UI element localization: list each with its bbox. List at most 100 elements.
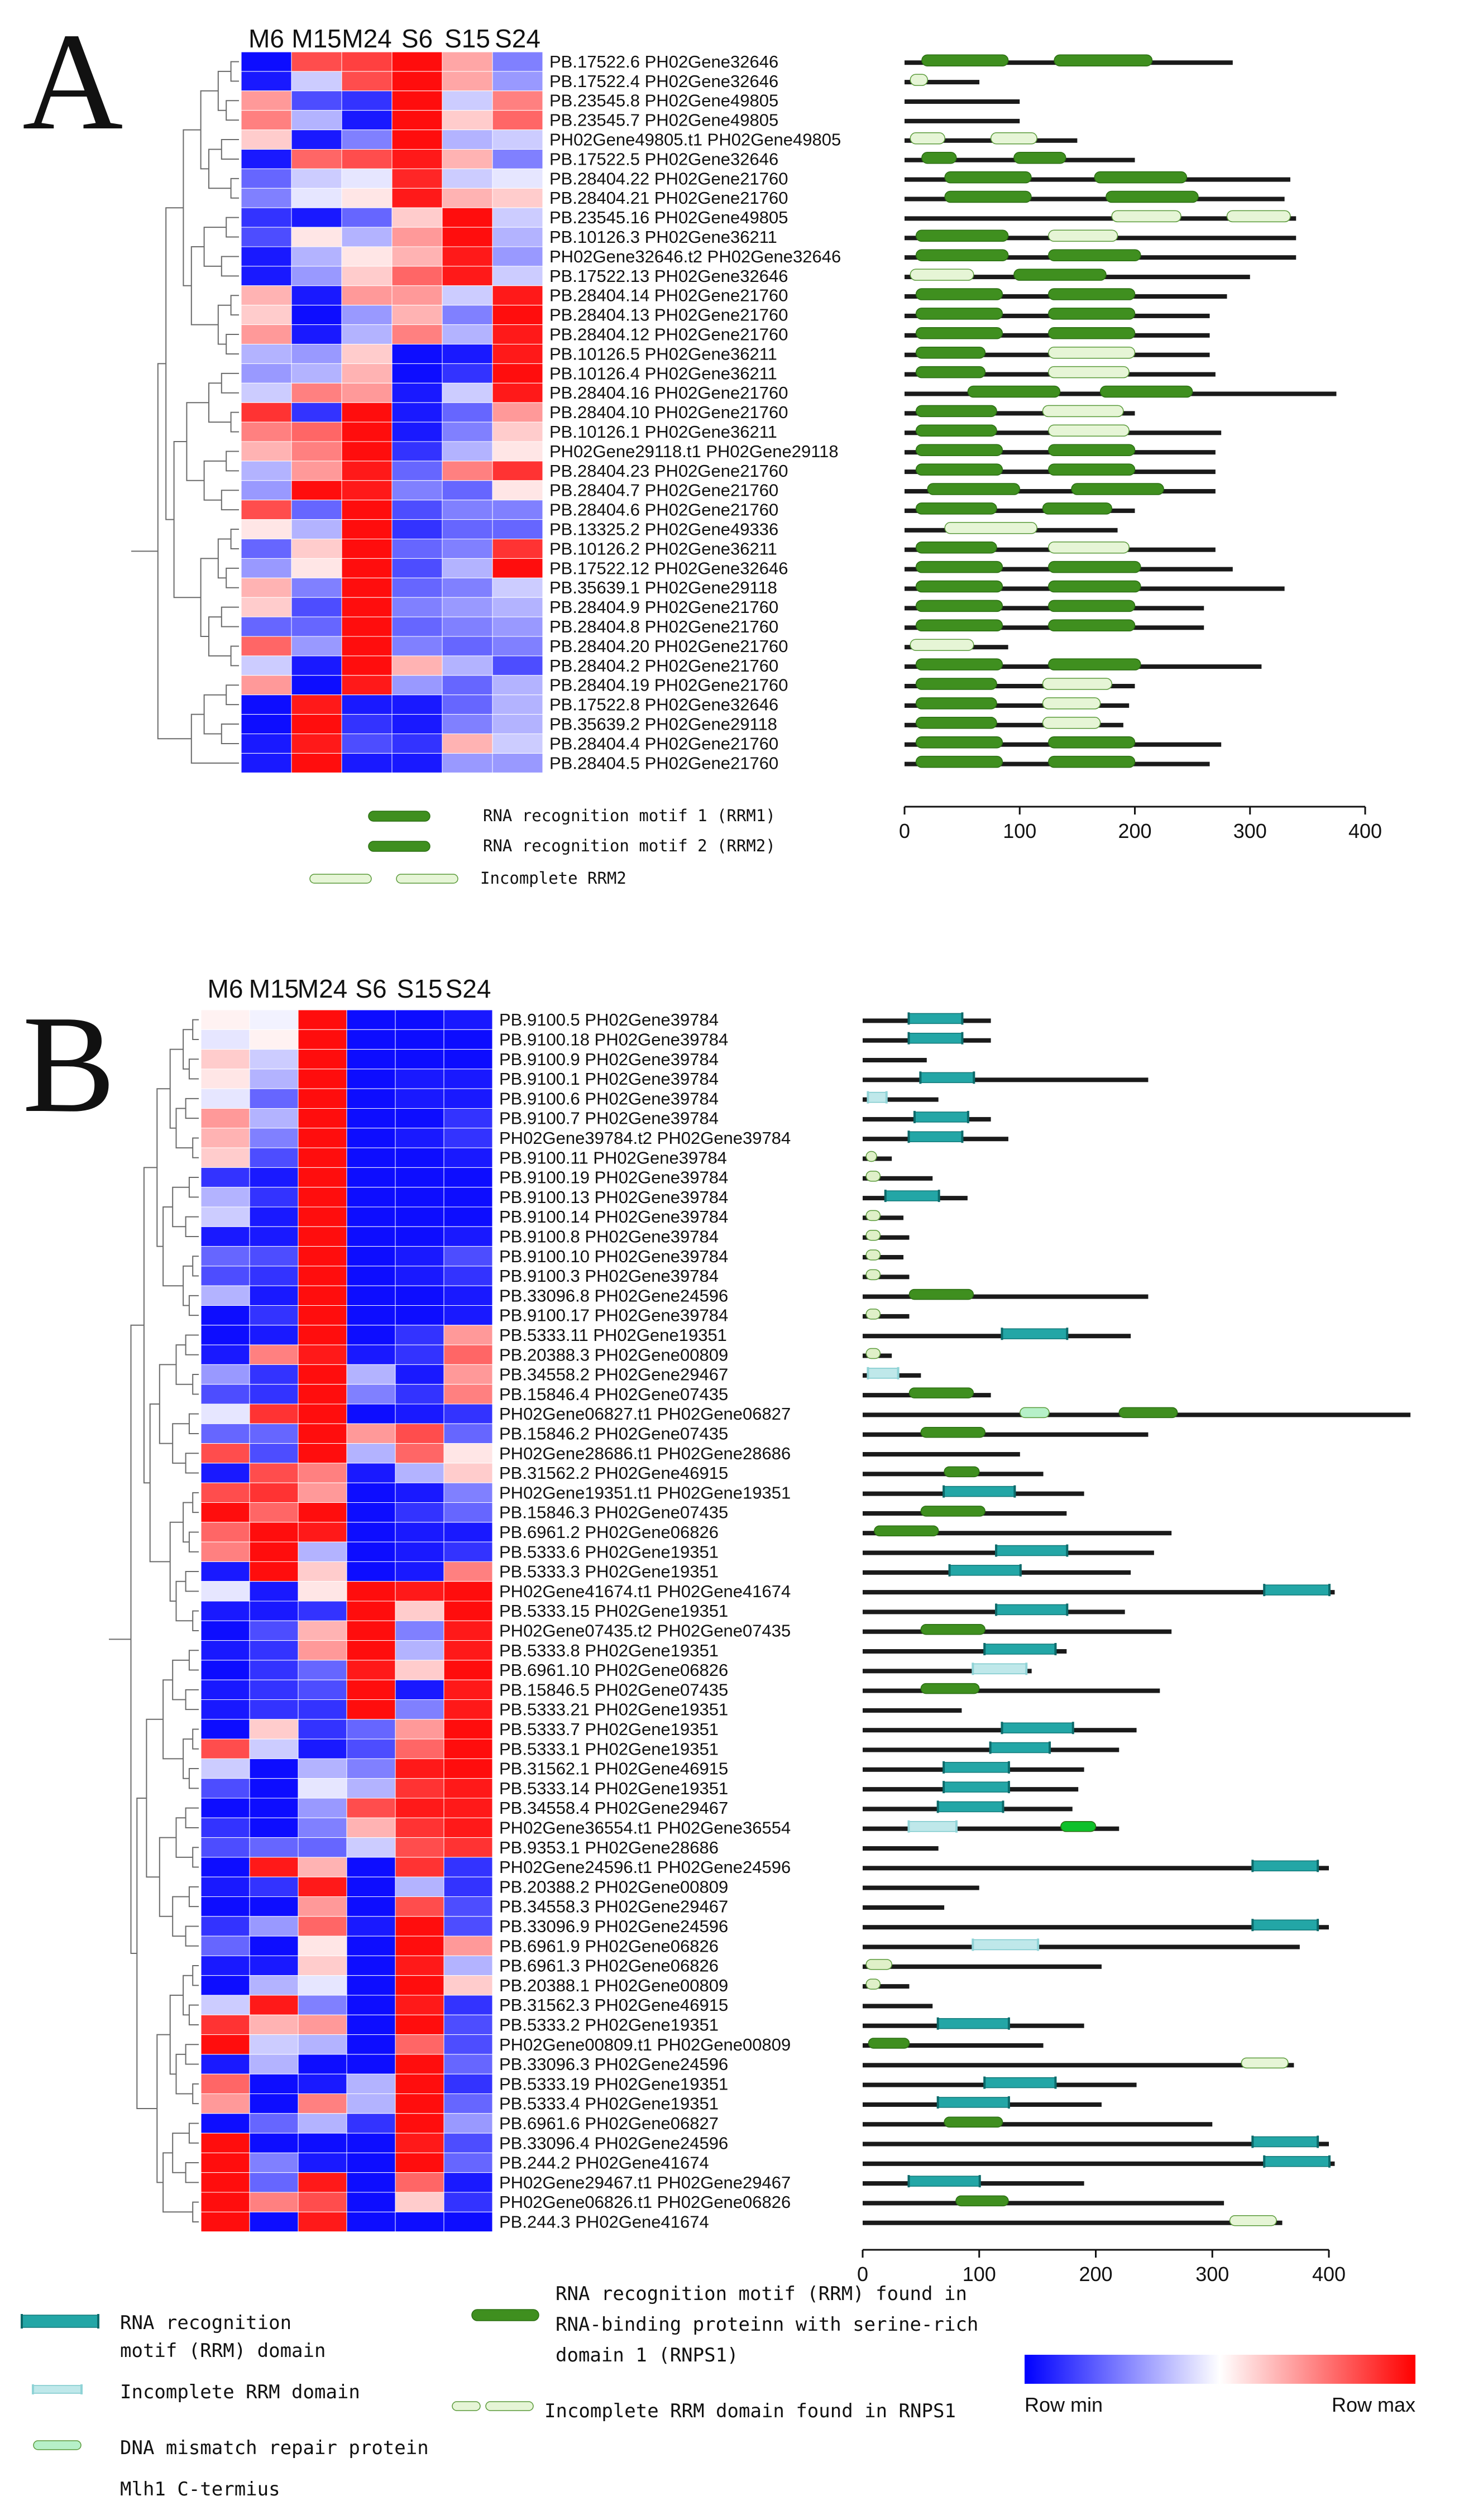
heatmap-cell <box>395 1147 444 1168</box>
heatmap-cell <box>395 1719 444 1740</box>
heatmap-cell <box>200 1817 250 1838</box>
heatmap-cell <box>200 1995 250 2015</box>
heatmap-cell <box>395 1955 444 1976</box>
dendrogram-branch <box>185 1571 199 1592</box>
domain-cap <box>983 1643 986 1656</box>
protein-bar <box>863 1944 1300 1949</box>
heatmap-cell <box>395 1364 444 1385</box>
heatmap-cell <box>241 694 292 715</box>
heatmap-cell <box>200 2073 250 2094</box>
heatmap-cell <box>492 110 543 131</box>
heatmap-cell <box>346 1955 396 1976</box>
heatmap-cell <box>346 2014 396 2035</box>
domain-rrm1 <box>915 755 1003 768</box>
heatmap-cell <box>341 382 393 403</box>
dendrogram-branch <box>226 100 239 121</box>
heatmap-cell <box>298 1896 347 1917</box>
heatmap-cell <box>443 1147 493 1168</box>
heatmap-cell <box>200 1364 250 1385</box>
domain-pale <box>973 1939 1038 1951</box>
heatmap-cell <box>298 1719 347 1740</box>
heatmap-cell <box>442 539 493 559</box>
row-label: PB.34558.2 PH02Gene29467 <box>499 1365 728 1384</box>
domain-cap <box>972 1938 974 1951</box>
heatmap-cell <box>241 558 292 578</box>
heatmap-cell <box>341 285 393 306</box>
heatmap-cell <box>249 1009 299 1030</box>
heatmap-cell <box>241 616 292 637</box>
heatmap-cell <box>492 168 543 189</box>
heatmap-cell <box>241 130 292 150</box>
heatmap-cell <box>249 1344 299 1365</box>
heatmap-cell <box>200 1975 250 1996</box>
domain-rrm1 <box>1048 288 1136 300</box>
row-label: PB.20388.1 PH02Gene00809 <box>499 1976 728 1995</box>
dendrogram <box>109 1019 199 2222</box>
heatmap-cell <box>492 655 543 676</box>
domain-rrm1 <box>915 405 997 418</box>
heatmap-cell <box>200 1463 250 1483</box>
domain-cap <box>1002 1800 1004 1813</box>
heatmap-cell <box>492 305 543 325</box>
heatmap-cell <box>291 266 342 286</box>
row-label: PB.5333.2 PH02Gene19351 <box>499 2015 719 2035</box>
heatmap-cell <box>200 1955 250 1976</box>
row-label: PB.9100.17 PH02Gene39784 <box>499 1306 728 1325</box>
heatmap-cell <box>341 402 393 423</box>
domain-cap <box>1007 1781 1010 1794</box>
heatmap-cell <box>241 246 292 267</box>
heatmap-cell <box>249 2192 299 2212</box>
heatmap-cell <box>492 734 543 754</box>
legend-label: DNA mismatch repair protein <box>120 2437 429 2459</box>
heatmap-cell <box>241 168 292 189</box>
heatmap-cell <box>291 363 342 384</box>
heatmap-cell <box>443 1817 493 1838</box>
heatmap-cell <box>249 1423 299 1444</box>
heatmap-cell <box>346 1522 396 1542</box>
heatmap-cell <box>395 2192 444 2212</box>
domain-inc <box>990 132 1037 145</box>
dendrogram-branch <box>217 538 231 579</box>
heatmap-cell <box>200 1561 250 1582</box>
heatmap-cell <box>442 110 493 131</box>
heatmap-cell <box>391 500 443 520</box>
domain-cyan <box>1264 2156 1329 2167</box>
heatmap-cell <box>443 1738 493 1759</box>
heatmap-cell <box>200 2034 250 2055</box>
heatmap-cell <box>298 1187 347 1208</box>
panel-a: A M6 M15 M24 S6 S15 S24 PB.17522.6 PH02Gene3264… <box>22 4 1382 842</box>
dendrogram-branch <box>200 558 218 637</box>
protein-bar <box>863 1314 910 1319</box>
heatmap-cell <box>346 1640 396 1661</box>
heatmap-cell <box>341 577 393 598</box>
heatmap-cell <box>346 2211 396 2232</box>
dendrogram-branch <box>175 1817 193 1858</box>
row-label: PB.31562.3 PH02Gene46915 <box>499 1995 728 2015</box>
domain-cap <box>1263 2155 1266 2168</box>
heatmap-cell <box>395 1581 444 1602</box>
protein-bar <box>863 1097 939 1102</box>
domain-rnps1 <box>920 1683 980 1694</box>
heatmap-cell <box>443 1206 493 1227</box>
domain-rrm1 <box>921 54 1009 66</box>
heatmap-cell <box>291 324 342 344</box>
axis-tick-label: 0 <box>899 820 910 842</box>
column-header: S6 <box>355 974 386 1003</box>
domain-cap <box>948 1564 951 1577</box>
heatmap-cell <box>249 1049 299 1070</box>
protein-bar <box>905 118 1020 123</box>
legend-a: RNA recognition motif 1 (RRM1) RNA recogn… <box>309 806 776 888</box>
domain-cap <box>97 2314 99 2329</box>
domain-rrm1 <box>368 811 430 822</box>
heatmap-cell <box>241 71 292 92</box>
domain-rrm1 <box>1048 327 1136 339</box>
heatmap-cell <box>249 1660 299 1680</box>
heatmap-cell <box>291 500 342 520</box>
protein-bar <box>863 1176 933 1181</box>
heatmap-cell <box>443 1029 493 1050</box>
heatmap-cell <box>391 577 443 598</box>
heatmap-cell <box>291 51 342 72</box>
domain-cyan <box>937 1801 1003 1813</box>
heatmap-cell <box>443 1187 493 1208</box>
column-header: M6 <box>208 974 243 1003</box>
